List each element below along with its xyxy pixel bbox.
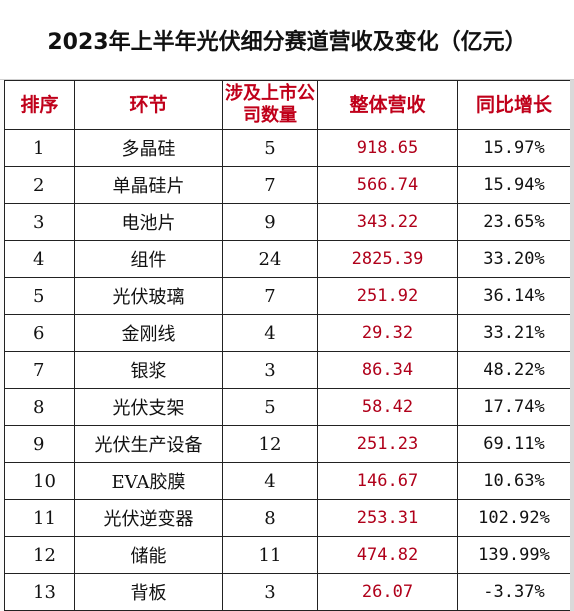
cell-companies: 3 — [222, 351, 318, 389]
cell-rank: 1 — [4, 129, 75, 167]
cell-rank: 8 — [4, 388, 75, 426]
cell-segment: 光伏支架 — [74, 388, 223, 426]
table-row: 9 光伏生产设备 12 251.23 69.11% — [4, 425, 571, 463]
header-revenue: 整体营收 — [317, 80, 458, 130]
cell-segment: 多晶硅 — [74, 129, 223, 167]
table-title: 2023年上半年光伏细分赛道营收及变化（亿元） — [0, 0, 574, 80]
cell-companies: 9 — [222, 203, 318, 241]
cell-segment: 光伏生产设备 — [74, 425, 223, 463]
cell-yoy: -3.37% — [457, 573, 571, 611]
cell-companies: 7 — [222, 277, 318, 315]
cell-yoy: 36.14% — [457, 277, 571, 315]
cell-revenue: 566.74 — [317, 166, 458, 204]
revenue-table: 排序 环节 涉及上市公司数量 整体营收 同比增长 1 多晶硅 5 918.65 15.9… — [4, 80, 571, 611]
table-row: 3 电池片 9 343.22 23.65% — [4, 203, 571, 241]
cell-revenue: 26.07 — [317, 573, 458, 611]
cell-rank: 10 — [4, 462, 75, 500]
header-segment: 环节 — [74, 80, 223, 130]
cell-companies: 7 — [222, 166, 318, 204]
cell-revenue: 29.32 — [317, 314, 458, 352]
cell-segment: 光伏逆变器 — [74, 499, 223, 537]
cell-revenue: 253.31 — [317, 499, 458, 537]
table-row: 12 储能 11 474.82 139.99% — [4, 536, 571, 574]
cell-yoy: 23.65% — [457, 203, 571, 241]
table-row: 1 多晶硅 5 918.65 15.97% — [4, 129, 571, 167]
cell-companies: 11 — [222, 536, 318, 574]
table-row: 10 EVA胶膜 4 146.67 10.63% — [4, 462, 571, 500]
table-row: 4 组件 24 2825.39 33.20% — [4, 240, 571, 278]
table-row: 7 银浆 3 86.34 48.22% — [4, 351, 571, 389]
table-row: 13 背板 3 26.07 -3.37% — [4, 573, 571, 611]
cell-segment: 储能 — [74, 536, 223, 574]
cell-yoy: 33.20% — [457, 240, 571, 278]
cell-segment: 组件 — [74, 240, 223, 278]
cell-rank: 3 — [4, 203, 75, 241]
header-rank: 排序 — [4, 80, 75, 130]
cell-rank: 9 — [4, 425, 75, 463]
cell-yoy: 15.97% — [457, 129, 571, 167]
sheet-edge — [570, 80, 574, 611]
cell-revenue: 146.67 — [317, 462, 458, 500]
cell-revenue: 251.92 — [317, 277, 458, 315]
cell-companies: 3 — [222, 573, 318, 611]
cell-yoy: 139.99% — [457, 536, 571, 574]
cell-companies: 5 — [222, 129, 318, 167]
cell-rank: 13 — [4, 573, 75, 611]
cell-yoy: 102.92% — [457, 499, 571, 537]
cell-companies: 5 — [222, 388, 318, 426]
cell-yoy: 17.74% — [457, 388, 571, 426]
table-row: 11 光伏逆变器 8 253.31 102.92% — [4, 499, 571, 537]
table-row: 5 光伏玻璃 7 251.92 36.14% — [4, 277, 571, 315]
cell-revenue: 86.34 — [317, 351, 458, 389]
cell-yoy: 48.22% — [457, 351, 571, 389]
cell-revenue: 2825.39 — [317, 240, 458, 278]
cell-rank: 12 — [4, 536, 75, 574]
cell-rank: 4 — [4, 240, 75, 278]
cell-revenue: 918.65 — [317, 129, 458, 167]
cell-revenue: 251.23 — [317, 425, 458, 463]
table-row: 2 单晶硅片 7 566.74 15.94% — [4, 166, 571, 204]
cell-rank: 11 — [4, 499, 75, 537]
cell-segment: 背板 — [74, 573, 223, 611]
cell-yoy: 10.63% — [457, 462, 571, 500]
cell-companies: 12 — [222, 425, 318, 463]
cell-companies: 24 — [222, 240, 318, 278]
table-row: 6 金刚线 4 29.32 33.21% — [4, 314, 571, 352]
cell-segment: 光伏玻璃 — [74, 277, 223, 315]
cell-rank: 5 — [4, 277, 75, 315]
cell-rank: 7 — [4, 351, 75, 389]
cell-segment: 电池片 — [74, 203, 223, 241]
cell-companies: 4 — [222, 462, 318, 500]
cell-companies: 8 — [222, 499, 318, 537]
cell-segment: 单晶硅片 — [74, 166, 223, 204]
header-companies: 涉及上市公司数量 — [222, 80, 318, 130]
header-yoy: 同比增长 — [457, 80, 571, 130]
cell-yoy: 15.94% — [457, 166, 571, 204]
cell-segment: 银浆 — [74, 351, 223, 389]
header-row: 排序 环节 涉及上市公司数量 整体营收 同比增长 — [4, 80, 571, 130]
cell-yoy: 69.11% — [457, 425, 571, 463]
cell-segment: EVA胶膜 — [74, 462, 223, 500]
table-body: 1 多晶硅 5 918.65 15.97% 2 单晶硅片 7 566.74 15.94% 3 电池片 9… — [4, 129, 571, 611]
cell-revenue: 474.82 — [317, 536, 458, 574]
cell-rank: 6 — [4, 314, 75, 352]
cell-yoy: 33.21% — [457, 314, 571, 352]
cell-rank: 2 — [4, 166, 75, 204]
cell-revenue: 58.42 — [317, 388, 458, 426]
cell-companies: 4 — [222, 314, 318, 352]
cell-revenue: 343.22 — [317, 203, 458, 241]
cell-segment: 金刚线 — [74, 314, 223, 352]
table-row: 8 光伏支架 5 58.42 17.74% — [4, 388, 571, 426]
